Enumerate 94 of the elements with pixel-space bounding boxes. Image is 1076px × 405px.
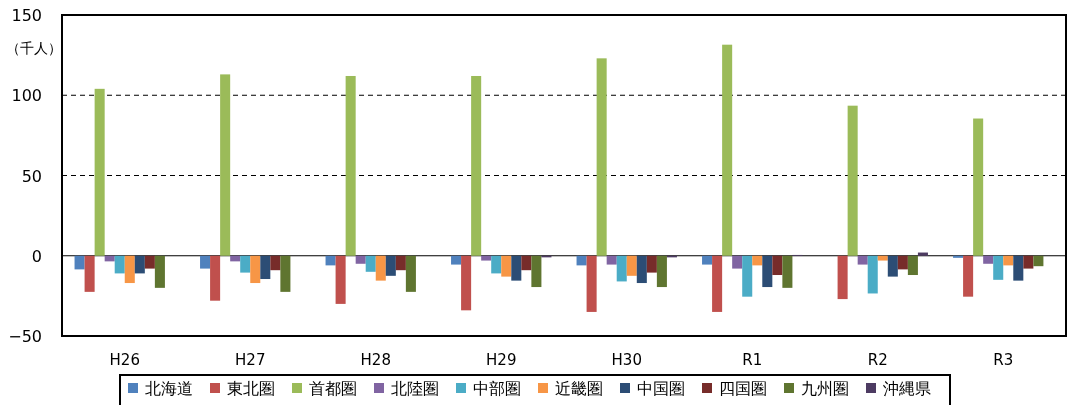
bar — [345, 75, 356, 256]
bar — [531, 255, 542, 288]
bar — [270, 255, 281, 271]
legend-label: 東北圏 — [227, 379, 275, 398]
y-tick-label: 150 — [11, 6, 42, 25]
bar — [114, 255, 125, 274]
bar — [84, 255, 95, 292]
bar — [752, 255, 763, 266]
legend-label: 北陸圏 — [391, 379, 439, 398]
y-tick-label: 50 — [21, 166, 42, 186]
bar — [395, 255, 406, 271]
bar — [365, 255, 376, 272]
bar — [867, 255, 878, 294]
bar — [917, 252, 928, 256]
bar — [1023, 255, 1034, 269]
bar — [451, 255, 462, 265]
x-tick-label: H29 — [486, 351, 517, 369]
bar — [335, 255, 346, 304]
bar — [501, 255, 512, 277]
bar — [586, 255, 597, 312]
legend-label: 四国圏 — [719, 379, 767, 398]
bar — [742, 255, 753, 297]
bar — [511, 255, 522, 281]
x-tick-label: H27 — [235, 351, 266, 369]
bar — [857, 255, 868, 265]
x-tick-label: H28 — [360, 351, 391, 369]
bar — [782, 255, 793, 288]
bar — [250, 255, 261, 284]
bar — [772, 255, 783, 276]
bar — [907, 255, 918, 276]
legend-label: 中部圏 — [473, 379, 521, 398]
bar — [134, 255, 145, 274]
x-tick-label: R3 — [993, 351, 1014, 369]
bar — [355, 255, 366, 264]
bar — [144, 255, 155, 269]
bar — [576, 255, 587, 266]
legend-label: 首都圏 — [309, 379, 357, 398]
bar — [461, 255, 472, 311]
legend-label: 北海道 — [145, 379, 193, 398]
bar — [847, 105, 858, 256]
y-tick-label: −50 — [8, 327, 42, 346]
y-tick-label: 100 — [11, 86, 42, 106]
bar — [124, 255, 135, 284]
bar — [983, 255, 994, 264]
bar — [887, 255, 898, 277]
bar — [953, 255, 964, 258]
bar — [280, 255, 291, 292]
bar — [1013, 255, 1024, 281]
x-tick-label: H30 — [611, 351, 642, 369]
bar — [1003, 255, 1014, 266]
bar — [596, 58, 607, 256]
bar — [762, 255, 773, 288]
y-tick-label: 0 — [31, 246, 42, 266]
bar — [1033, 255, 1044, 267]
bar — [963, 255, 974, 297]
y-axis-title: （千人） — [6, 40, 62, 56]
bar — [74, 255, 85, 270]
bar — [877, 255, 888, 261]
bar — [656, 255, 667, 288]
bar — [210, 255, 221, 301]
bar — [636, 255, 647, 284]
x-tick-label: H26 — [109, 351, 140, 369]
bar — [260, 255, 271, 280]
legend-label: 沖縄県 — [883, 379, 931, 398]
bar — [897, 255, 908, 270]
bar — [491, 255, 502, 274]
bar — [375, 255, 386, 281]
bar — [973, 118, 984, 256]
bar — [94, 88, 105, 256]
bar — [385, 255, 396, 276]
bar — [837, 255, 848, 300]
bar — [521, 255, 532, 271]
bar — [154, 255, 165, 288]
bar — [702, 255, 713, 265]
bar — [616, 255, 627, 282]
x-tick-label: R1 — [742, 351, 763, 369]
bar — [325, 255, 336, 266]
x-tick-label: R2 — [867, 351, 888, 369]
legend-label: 九州圏 — [801, 379, 849, 398]
bar — [405, 255, 416, 292]
bar — [481, 255, 492, 261]
bar — [993, 255, 1004, 280]
bar — [722, 44, 733, 256]
bar — [626, 255, 637, 276]
bar — [646, 255, 657, 273]
bar — [471, 75, 482, 256]
bar — [732, 255, 743, 269]
bar — [240, 255, 251, 273]
bar — [712, 255, 723, 312]
legend-label: 中国圏 — [637, 379, 685, 398]
legend-label: 近畿圏 — [555, 379, 603, 398]
bar — [200, 255, 211, 269]
bar — [606, 255, 617, 265]
bar — [220, 74, 231, 256]
